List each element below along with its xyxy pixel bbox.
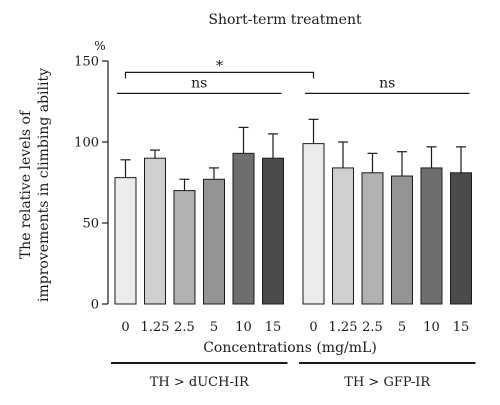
y-tick-label: 0 xyxy=(91,298,99,313)
bar xyxy=(361,172,384,305)
bar xyxy=(262,157,284,305)
group-label: TH > GFP-IR xyxy=(344,375,431,390)
x-tick-label: 1.25 xyxy=(141,320,170,335)
y-axis-label-line1: The relative levels of xyxy=(18,109,34,259)
x-axis-label: Concentrations (mg/mL) xyxy=(203,340,377,356)
x-tick-label: 10 xyxy=(235,320,252,335)
y-tick-label: 50 xyxy=(82,217,99,232)
x-tick-label: 2.5 xyxy=(174,320,195,335)
bar xyxy=(203,178,225,305)
x-tick-label: 5 xyxy=(398,320,406,335)
bar xyxy=(232,152,255,305)
chart-title: Short-term treatment xyxy=(208,12,362,28)
bar xyxy=(450,172,472,305)
x-tick-label: 10 xyxy=(423,320,440,335)
bar xyxy=(391,175,413,305)
comparison-label: ns xyxy=(379,75,395,91)
comparison-label: ns xyxy=(191,75,207,91)
y-axis-unit: % xyxy=(94,39,105,53)
x-tick-label: 5 xyxy=(210,320,218,335)
bar xyxy=(302,143,325,305)
significance-label: * xyxy=(216,58,223,74)
bar xyxy=(144,157,166,305)
y-tick-label: 150 xyxy=(74,55,99,70)
x-tick-label: 0 xyxy=(309,320,317,335)
significance-bracket xyxy=(124,71,315,79)
y-axis-label-line2: improvements in climbing ability xyxy=(36,68,52,302)
bar xyxy=(173,190,196,305)
y-tick-label: 100 xyxy=(74,136,99,151)
group-label: TH > dUCH-IR xyxy=(150,375,250,390)
x-tick-label: 0 xyxy=(121,320,129,335)
x-tick-label: 15 xyxy=(453,320,470,335)
x-tick-label: 1.25 xyxy=(329,320,358,335)
x-tick-label: 15 xyxy=(265,320,282,335)
bar xyxy=(420,167,443,305)
bar xyxy=(114,177,137,305)
x-tick-label: 2.5 xyxy=(362,320,383,335)
bar xyxy=(332,167,354,305)
